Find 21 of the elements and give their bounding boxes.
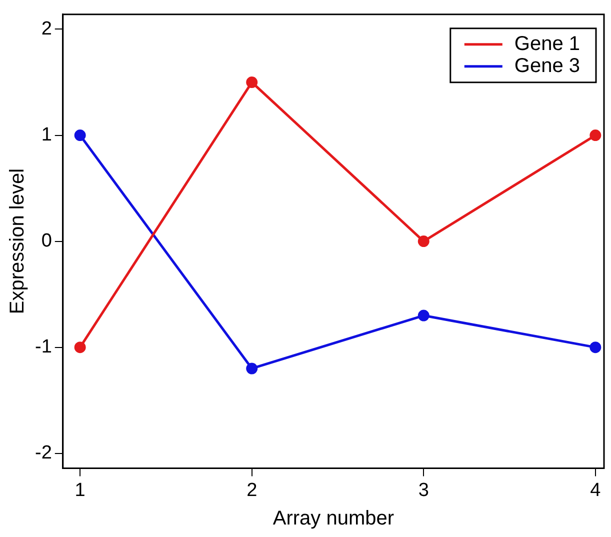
point xyxy=(246,76,258,88)
point xyxy=(590,130,602,142)
point xyxy=(590,342,602,354)
x-tick-label: 3 xyxy=(418,480,429,501)
y-axis-title: Expression level xyxy=(6,168,29,314)
legend-label: Gene 3 xyxy=(514,54,580,77)
y-tick-label: 1 xyxy=(41,124,52,146)
y-tick-label: -2 xyxy=(34,442,52,464)
point xyxy=(418,236,430,248)
x-axis-title: Array number xyxy=(272,508,394,530)
point xyxy=(246,362,258,374)
x-tick-label: 2 xyxy=(246,480,258,501)
point xyxy=(74,342,86,354)
x-tick-label: 4 xyxy=(590,480,602,501)
x-tick-label: 1 xyxy=(74,480,86,501)
point xyxy=(418,310,430,322)
y-tick-label: 0 xyxy=(41,230,52,252)
point xyxy=(74,130,86,142)
legend-label: Gene 1 xyxy=(514,32,580,55)
y-tick-label: -1 xyxy=(34,336,52,358)
y-tick-label: 2 xyxy=(41,18,52,40)
